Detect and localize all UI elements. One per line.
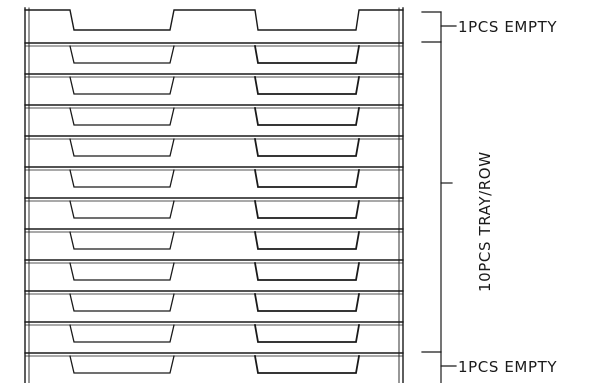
tray-pocket — [253, 106, 361, 126]
tray-pocket — [69, 169, 175, 188]
tray-pocket — [69, 231, 175, 250]
tray-pocket — [69, 200, 175, 219]
tray-pocket — [69, 324, 175, 343]
tray-pocket — [253, 230, 361, 250]
tray-pocket — [69, 355, 175, 374]
tray-pocket — [253, 75, 361, 95]
label-top-empty: 1PCS EMPTY — [458, 18, 557, 36]
tray-pocket — [253, 137, 361, 157]
tray-pocket — [69, 262, 175, 281]
tray-pocket — [253, 44, 361, 64]
tray-pocket — [253, 323, 361, 343]
tray-pocket — [253, 292, 361, 312]
label-bottom-empty: 1PCS EMPTY — [458, 358, 557, 376]
tray-pocket — [69, 293, 175, 312]
tray-pocket — [69, 45, 175, 64]
tray-pocket — [253, 199, 361, 219]
tray-pocket — [253, 354, 361, 374]
tray-pocket — [253, 261, 361, 281]
dimension-brackets — [421, 11, 457, 383]
tray-stack — [24, 7, 404, 383]
label-tray-row: 10PCS TRAY/ROW — [476, 151, 494, 292]
tray-pocket — [253, 168, 361, 188]
tray-pocket — [69, 76, 175, 95]
tray-pocket — [69, 138, 175, 157]
tray-top-profile — [24, 9, 404, 31]
tray-pocket — [69, 107, 175, 126]
